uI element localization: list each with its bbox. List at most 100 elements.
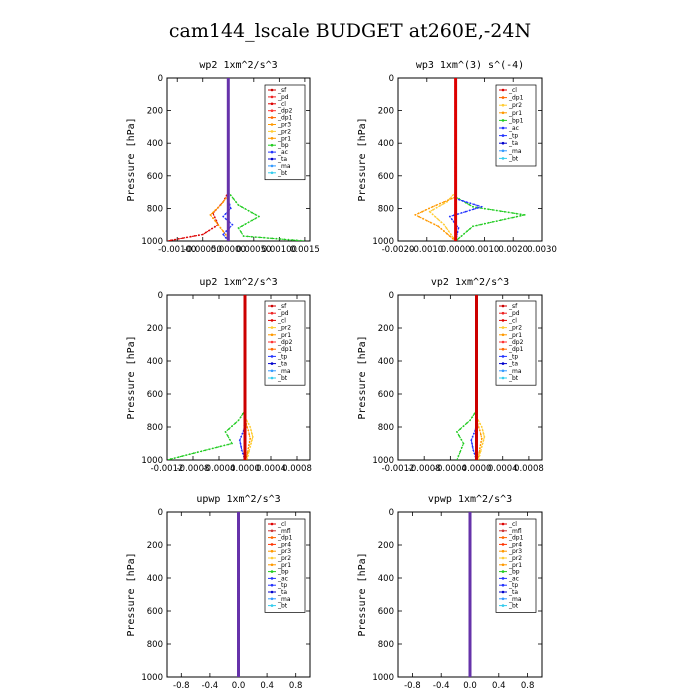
data-point (515, 215, 518, 218)
legend-label: _tp (508, 353, 518, 360)
x-tick-label: 0.00000 (211, 245, 246, 255)
data-point (437, 218, 440, 221)
data-point (454, 211, 457, 214)
legend-marker (501, 333, 505, 337)
data-point (454, 121, 457, 125)
legend-marker (270, 137, 274, 140)
data-point (468, 605, 472, 608)
data-point (227, 85, 230, 88)
data-point (483, 222, 486, 225)
data-point (251, 211, 254, 214)
data-point (475, 407, 478, 411)
legend-label: _dp2 (508, 339, 524, 346)
data-point (468, 550, 472, 553)
data-point (475, 329, 478, 332)
legend-label: _pd (508, 310, 520, 317)
data-point (432, 208, 434, 211)
data-point (241, 206, 243, 208)
data-point (235, 201, 237, 203)
data-point (227, 219, 230, 222)
data-point (237, 227, 240, 229)
legend-label: _pd (277, 94, 289, 101)
data-point (229, 207, 232, 210)
x-tick-label: 0.8 (521, 681, 535, 691)
legend-marker (270, 570, 274, 573)
legend-marker (501, 536, 505, 539)
data-point (208, 448, 211, 451)
legend-label: _pr1 (508, 110, 522, 117)
x-tick-label: 0.0008 (282, 464, 312, 474)
legend-label: _ma (508, 596, 522, 603)
data-point (243, 356, 247, 360)
data-point (243, 435, 247, 438)
legend-marker (501, 543, 505, 546)
data-point (475, 309, 478, 312)
data-point (468, 557, 472, 561)
data-point (454, 235, 457, 239)
y-tick-label: 800 (378, 640, 394, 650)
data-point (468, 203, 471, 206)
data-point (243, 368, 247, 371)
data-point (237, 565, 240, 569)
legend-label: _pr2 (277, 555, 291, 562)
data-point (227, 186, 230, 190)
legend-label: _ac (508, 575, 519, 582)
data-point (242, 235, 245, 238)
y-tick-label: 600 (147, 172, 163, 182)
data-point (491, 221, 494, 223)
x-tick-label: -0.0008 (408, 464, 441, 474)
data-point (475, 344, 478, 348)
data-point (468, 585, 472, 588)
data-point (515, 212, 518, 215)
data-point (468, 624, 472, 628)
data-point (454, 133, 457, 137)
data-point (227, 129, 230, 133)
data-point (227, 105, 230, 108)
data-point (219, 227, 222, 229)
data-point (231, 442, 233, 445)
data-point (457, 455, 460, 457)
x-tick-label: 0.0004 (256, 464, 286, 474)
data-point (462, 442, 465, 445)
data-point (459, 428, 462, 430)
data-point (454, 80, 457, 84)
data-point (212, 447, 214, 450)
y-tick-label: 1000 (372, 673, 394, 683)
plot-frame (166, 77, 311, 242)
data-point (476, 224, 478, 227)
data-point (478, 454, 481, 457)
legend-label: _ta (508, 140, 518, 147)
data-point (483, 207, 486, 210)
data-point (475, 337, 478, 340)
data-point (237, 522, 240, 525)
legend-label: _cl (508, 317, 517, 324)
data-point (462, 425, 465, 428)
series-group (237, 512, 240, 677)
data-point (247, 422, 250, 425)
data-point (238, 439, 241, 442)
legend-marker (270, 171, 274, 175)
data-point (511, 212, 514, 214)
legend-marker (270, 549, 274, 553)
legend-marker (501, 529, 505, 533)
data-point (454, 85, 457, 88)
y-axis-label: Pressure [hPa] (126, 552, 137, 636)
legend-marker (270, 123, 274, 126)
legend-marker (270, 319, 274, 322)
data-point (475, 321, 478, 324)
data-point (250, 235, 253, 238)
legend-label: _bp (277, 569, 289, 576)
data-point (454, 109, 457, 112)
data-point (454, 158, 457, 161)
data-point (182, 237, 184, 240)
y-tick-label: 200 (147, 541, 163, 551)
legend-marker (270, 304, 274, 308)
data-point (204, 231, 207, 234)
data-point (204, 449, 207, 452)
data-point (243, 376, 247, 379)
data-point (475, 403, 478, 407)
legend-label: _dp1 (277, 535, 293, 542)
legend-label: _pr1 (277, 562, 291, 569)
data-point (460, 438, 463, 441)
